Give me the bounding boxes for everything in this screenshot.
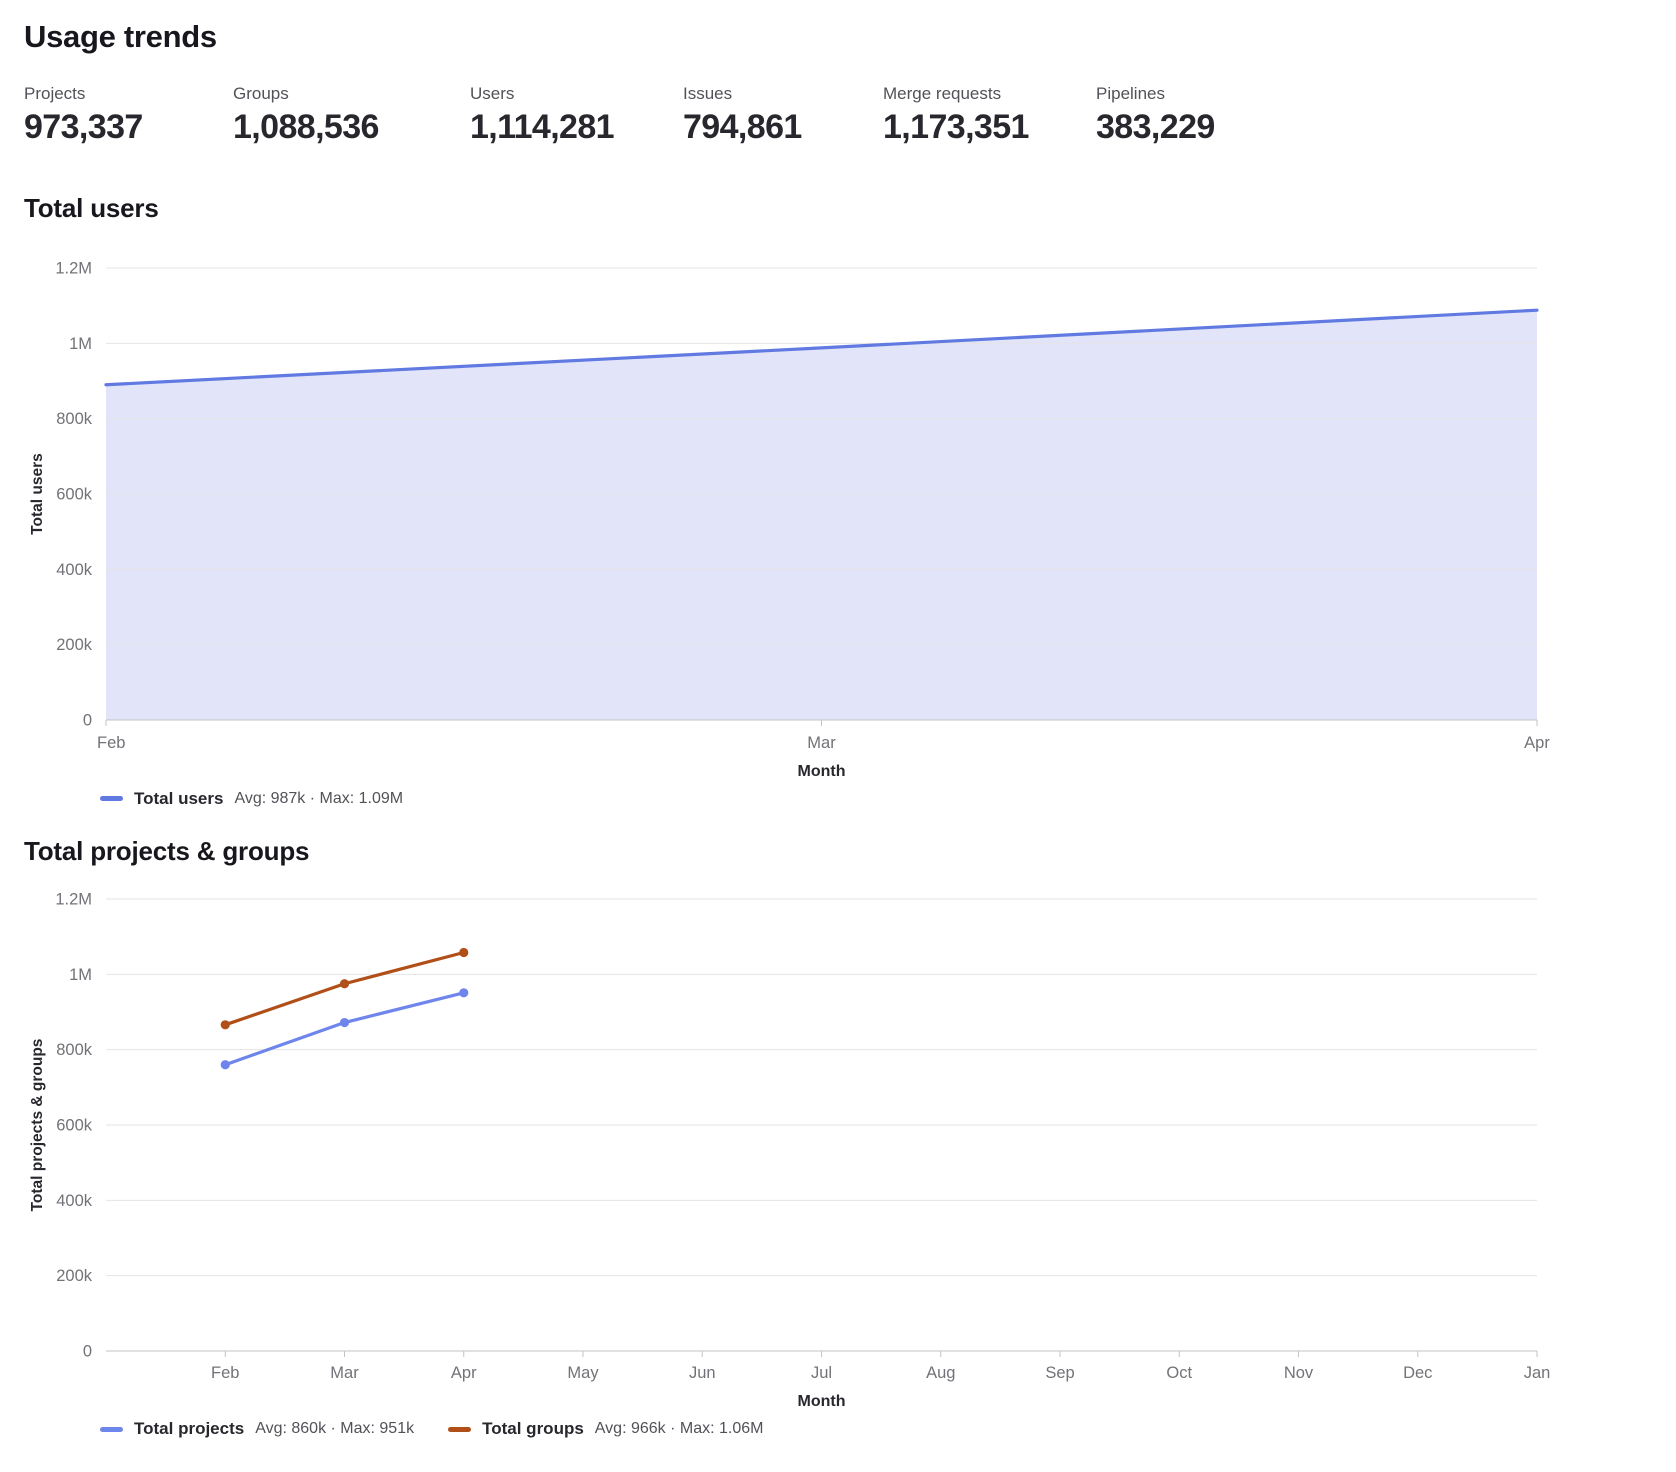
legend-label: Total users bbox=[134, 788, 224, 808]
legend-meta: Avg: 966k · Max: 1.06M bbox=[594, 1420, 764, 1438]
y-tick-label: 400k bbox=[56, 560, 93, 578]
legend-swatch-icon bbox=[100, 796, 123, 802]
x-tick-label: Feb bbox=[97, 734, 125, 752]
series-line bbox=[223, 991, 466, 1067]
x-tick-label: May bbox=[567, 1364, 599, 1382]
stat-value: 1,114,281 bbox=[470, 108, 615, 147]
y-tick-label: 1.2M bbox=[55, 891, 92, 909]
x-tick-label: Jan bbox=[1524, 1364, 1551, 1382]
stat-label: Users bbox=[470, 84, 515, 104]
legend-item-total-groups: Total groups Avg: 966k · Max: 1.06M bbox=[448, 1419, 763, 1439]
stat-value: 1,088,536 bbox=[233, 108, 379, 147]
stat-users: Users 1,114,281 bbox=[470, 83, 683, 148]
usage-stats-row: Projects 973,337 Groups 1,088,536 Users … bbox=[24, 83, 1652, 148]
y-tick-label: 600k bbox=[56, 1117, 93, 1135]
legend-label: Total groups bbox=[482, 1419, 584, 1439]
stat-issues: Issues 794,861 bbox=[683, 83, 883, 148]
total-users-chart[interactable]: 0 200k 400k 600k 800k 1M 1.2M Feb Mar Apr Month Tot… bbox=[24, 231, 1652, 787]
legend-item-total-users: Total users Avg: 987k · Max: 1.09M bbox=[100, 789, 403, 809]
data-point bbox=[339, 979, 350, 989]
stat-projects: Projects 973,337 bbox=[24, 83, 233, 148]
x-tick-label: Oct bbox=[1166, 1364, 1192, 1382]
x-tick-label: Apr bbox=[451, 1364, 477, 1382]
stat-label: Projects bbox=[24, 84, 86, 104]
stat-label: Pipelines bbox=[1096, 84, 1165, 104]
stat-label: Merge requests bbox=[883, 84, 1002, 104]
data-point bbox=[220, 1020, 230, 1030]
stat-value: 794,861 bbox=[683, 108, 802, 147]
x-tick-label: Jul bbox=[811, 1364, 832, 1382]
total-projects-groups-chart[interactable]: 0 200k 400k 600k 800k 1M 1.2M Feb Mar Apr May Jun Ju… bbox=[24, 873, 1652, 1417]
y-axis-title: Total users bbox=[29, 453, 46, 535]
legend-meta: Avg: 987k · Max: 1.09M bbox=[234, 789, 404, 807]
x-tick-label: Sep bbox=[1045, 1364, 1074, 1382]
legend-swatch-icon bbox=[100, 1426, 123, 1432]
total-users-legend: Total users Avg: 987k · Max: 1.09M bbox=[100, 789, 1652, 809]
stat-label: Groups bbox=[233, 84, 289, 104]
x-tick-label: Aug bbox=[926, 1364, 955, 1382]
y-tick-label: 800k bbox=[56, 1041, 93, 1059]
y-tick-label: 0 bbox=[83, 711, 92, 729]
x-tick-label: Mar bbox=[330, 1364, 359, 1382]
series-area bbox=[106, 309, 1537, 720]
y-tick-label: 0 bbox=[83, 1343, 92, 1361]
stat-groups: Groups 1,088,536 bbox=[233, 83, 470, 148]
x-tick-label: Feb bbox=[211, 1364, 239, 1382]
page-title: Usage trends bbox=[24, 19, 217, 54]
stat-value: 383,229 bbox=[1096, 108, 1215, 147]
stat-value: 973,337 bbox=[24, 108, 143, 147]
data-point bbox=[459, 947, 469, 958]
stat-pipelines: Pipelines 383,229 bbox=[1096, 83, 1652, 148]
x-tick-label: Jun bbox=[689, 1364, 716, 1382]
data-point bbox=[220, 1060, 230, 1070]
x-tick-label: Nov bbox=[1284, 1364, 1314, 1382]
y-tick-label: 200k bbox=[56, 1267, 93, 1285]
x-axis-title: Month bbox=[798, 763, 846, 780]
x-axis-title: Month bbox=[798, 1393, 846, 1410]
x-tick-label: Mar bbox=[807, 734, 836, 752]
stat-merge-requests: Merge requests 1,173,351 bbox=[883, 83, 1096, 148]
series-line bbox=[223, 950, 466, 1027]
total-users-heading: Total users bbox=[24, 193, 159, 224]
data-point bbox=[459, 988, 469, 998]
y-tick-label: 600k bbox=[56, 485, 93, 503]
legend-label: Total projects bbox=[134, 1419, 245, 1439]
legend-meta: Avg: 860k · Max: 951k bbox=[255, 1420, 415, 1438]
y-tick-label: 200k bbox=[56, 636, 93, 654]
y-tick-label: 1M bbox=[69, 966, 92, 984]
y-axis-title: Total projects & groups bbox=[29, 1039, 46, 1212]
series-line bbox=[104, 308, 1539, 386]
y-tick-label: 1.2M bbox=[55, 259, 92, 277]
data-point bbox=[339, 1018, 350, 1028]
total-projects-groups-heading: Total projects & groups bbox=[24, 835, 310, 866]
x-tick-label: Apr bbox=[1524, 734, 1550, 752]
y-tick-label: 1M bbox=[69, 334, 92, 352]
legend-item-total-projects: Total projects Avg: 860k · Max: 951k bbox=[100, 1419, 414, 1439]
legend-swatch-icon bbox=[448, 1426, 472, 1432]
y-tick-label: 800k bbox=[56, 410, 93, 428]
stat-value: 1,173,351 bbox=[883, 108, 1029, 147]
total-projects-groups-legend: Total projects Avg: 860k · Max: 951k Tot… bbox=[100, 1419, 1652, 1439]
stat-label: Issues bbox=[683, 84, 733, 104]
y-tick-label: 400k bbox=[56, 1192, 93, 1210]
x-tick-label: Dec bbox=[1403, 1364, 1432, 1382]
